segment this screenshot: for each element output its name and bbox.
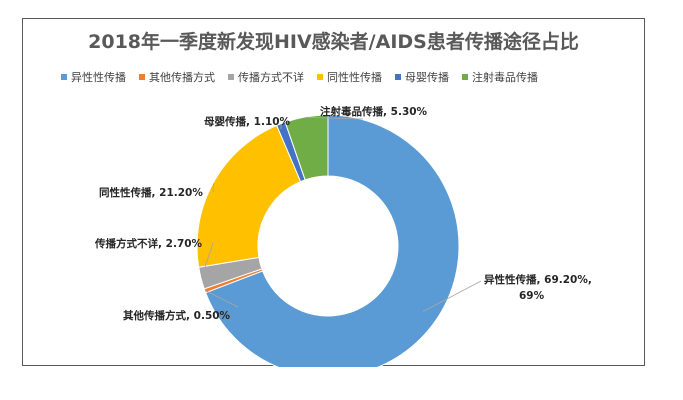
donut-slice [196, 124, 302, 268]
leader-line [422, 280, 482, 312]
data-label: 同性性传播, 21.20% [99, 186, 203, 199]
donut-slice [204, 114, 460, 367]
data-label: 异性性传播, 69.20%, [484, 273, 592, 286]
legend-item: 异性性传播 [61, 69, 126, 85]
leader-line [201, 242, 214, 279]
data-label: 69% [519, 290, 545, 302]
legend-label: 其他传播方式 [149, 71, 215, 84]
donut-slice [284, 114, 329, 181]
legend-label: 母婴传播 [405, 71, 449, 84]
chart-title: 2018年一季度新发现HIV感染者/AIDS患者传播途径占比 [88, 31, 579, 53]
data-label: 母婴传播, 1.10% [204, 115, 291, 128]
legend-item: 传播方式不详 [228, 69, 304, 85]
legend-label: 异性性传播 [71, 71, 126, 84]
leader-line [306, 116, 364, 120]
legend-item: 同性性传播 [317, 69, 382, 85]
leader-line [205, 290, 239, 308]
legend-item: 其他传播方式 [139, 69, 215, 85]
data-label: 注射毒品传播, 5.30% [320, 105, 428, 118]
donut-chart: 异性性传播, 69.20%, 69% 其他传播方式, 0.50% 传播方式不详, 2.… [94, 105, 592, 367]
legend-item: 注射毒品传播 [462, 69, 538, 85]
legend-swatch [395, 74, 401, 80]
legend-label: 传播方式不详 [238, 71, 304, 84]
leader-line [212, 183, 215, 193]
chart-frame: 2018年一季度新发现HIV感染者/AIDS患者传播途径占比 异性性传播其他传播… [22, 18, 645, 367]
legend-label: 同性性传播 [327, 71, 382, 84]
legend-item: 母婴传播 [395, 69, 449, 85]
legend-swatch [462, 74, 468, 80]
legend-swatch [228, 74, 234, 80]
legend-swatch [61, 74, 67, 80]
legend: 异性性传播 其他传播方式 传播方式不详 同性性传播 母婴传播 注射毒品传播 [61, 69, 538, 85]
data-label: 传播方式不详, 2.70% [94, 237, 203, 250]
legend-swatch [317, 74, 323, 80]
legend-label: 注射毒品传播 [472, 71, 538, 84]
data-label: 其他传播方式, 0.50% [123, 309, 231, 322]
legend-swatch [139, 74, 145, 80]
